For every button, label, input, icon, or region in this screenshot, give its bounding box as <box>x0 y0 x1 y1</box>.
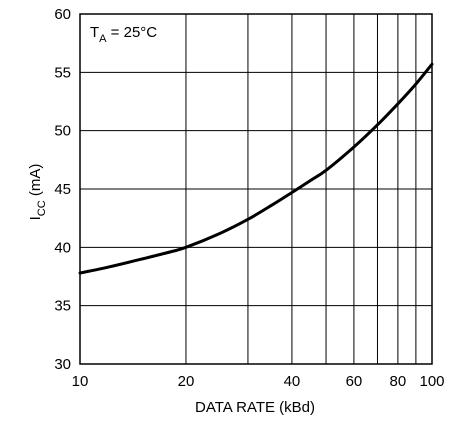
y-axis-title: ICC (mA) <box>27 164 48 221</box>
series-line-icc <box>78 62 434 275</box>
grid-lines <box>79 13 433 365</box>
x-tick-labels: 10 20 40 60 80 100 <box>72 373 445 390</box>
x-tick-label: 10 <box>72 373 89 390</box>
plot-frame <box>79 13 433 365</box>
y-tick-label: 60 <box>54 6 71 23</box>
temperature-annotation: TA = 25°C <box>90 24 157 45</box>
y-tick-label: 35 <box>54 298 71 315</box>
x-tick-label: 20 <box>178 373 195 390</box>
y-tick-label: 30 <box>54 356 71 373</box>
x-tick-label: 60 <box>346 373 363 390</box>
y-tick-label: 40 <box>54 239 71 256</box>
x-axis-title: DATA RATE (kBd) <box>195 399 315 416</box>
x-tick-label: 40 <box>284 373 301 390</box>
x-tick-label: 80 <box>390 373 407 390</box>
y-tick-label: 50 <box>54 123 71 140</box>
y-tick-label: 55 <box>54 64 71 81</box>
y-tick-labels: 30 35 40 45 50 55 60 <box>54 6 71 373</box>
y-tick-label: 45 <box>54 181 71 198</box>
x-tick-label: 100 <box>419 373 444 390</box>
